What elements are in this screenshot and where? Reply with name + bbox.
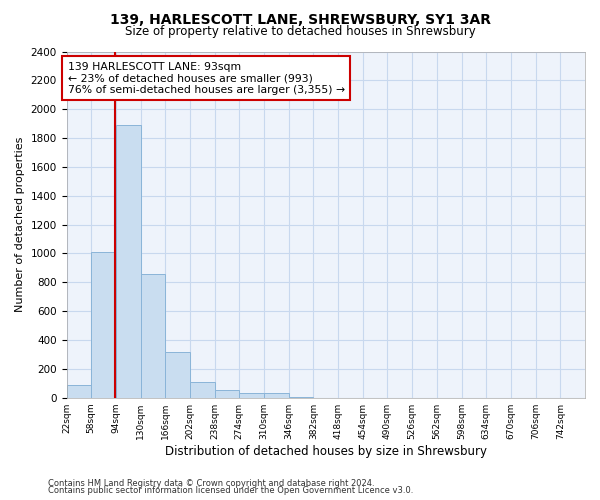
Y-axis label: Number of detached properties: Number of detached properties: [15, 137, 25, 312]
Bar: [165, 352, 190, 398]
Bar: [67, 384, 91, 398]
Bar: [215, 390, 239, 398]
Bar: [116, 125, 140, 398]
Text: 139, HARLESCOTT LANE, SHREWSBURY, SY1 3AR: 139, HARLESCOTT LANE, SHREWSBURY, SY1 3A…: [110, 12, 491, 26]
Bar: [190, 382, 215, 398]
Text: 139 HARLESCOTT LANE: 93sqm
← 23% of detached houses are smaller (993)
76% of sem: 139 HARLESCOTT LANE: 93sqm ← 23% of deta…: [68, 62, 345, 95]
Text: Contains public sector information licensed under the Open Government Licence v3: Contains public sector information licen…: [48, 486, 413, 495]
Text: Size of property relative to detached houses in Shrewsbury: Size of property relative to detached ho…: [125, 25, 475, 38]
Bar: [140, 274, 165, 398]
Bar: [239, 392, 264, 398]
Text: Contains HM Land Registry data © Crown copyright and database right 2024.: Contains HM Land Registry data © Crown c…: [48, 478, 374, 488]
Bar: [91, 252, 116, 398]
Bar: [264, 394, 289, 398]
X-axis label: Distribution of detached houses by size in Shrewsbury: Distribution of detached houses by size …: [165, 444, 487, 458]
Bar: [289, 397, 313, 398]
